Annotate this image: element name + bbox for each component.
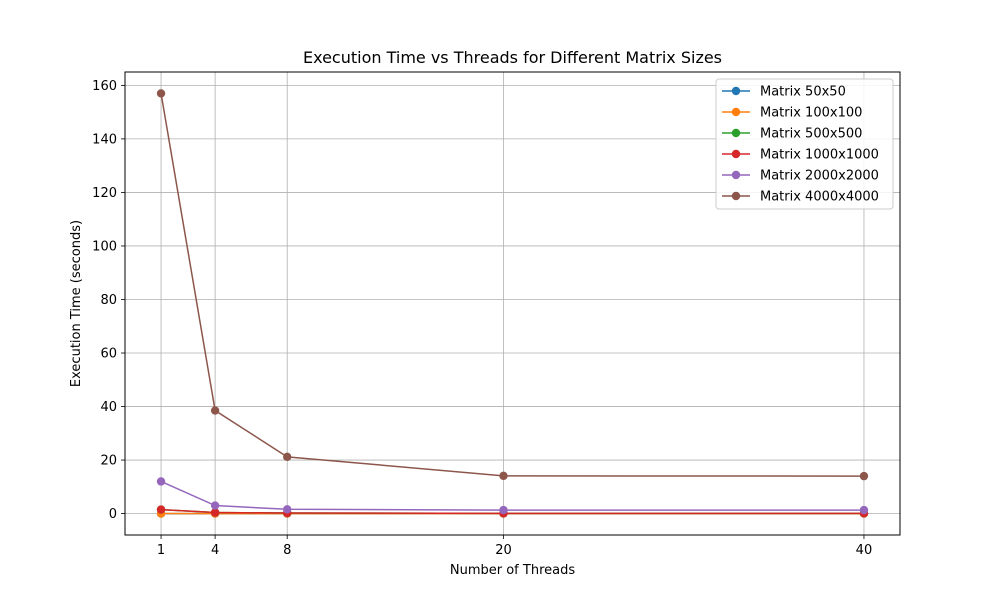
y-tick-label: 100 [92, 239, 117, 254]
x-tick-label: 1 [157, 543, 165, 558]
data-point [156, 89, 166, 98]
legend-item: Matrix 1000x1000 [722, 148, 879, 163]
data-point [283, 505, 292, 514]
y-tick-label: 0 [109, 507, 117, 522]
legend-label: Matrix 100x100 [760, 106, 862, 121]
data-point [859, 471, 869, 481]
series-3 [156, 505, 869, 518]
legend-label: Matrix 500x500 [760, 127, 862, 142]
x-tick-label: 4 [211, 543, 219, 558]
series-line [160, 480, 864, 511]
legend-label: Matrix 1000x1000 [760, 148, 879, 163]
legend-label: Matrix 4000x4000 [760, 190, 879, 205]
data-point [210, 508, 220, 517]
series-2 [156, 505, 869, 518]
data-point [283, 452, 292, 462]
y-tick-label: 160 [92, 79, 117, 94]
legend-label: Matrix 50x50 [760, 85, 846, 100]
data-point [499, 471, 508, 481]
legend-item: Matrix 50x50 [722, 85, 846, 100]
legend-item: Matrix 4000x4000 [722, 190, 879, 205]
legend-marker [731, 107, 741, 117]
y-tick-label: 60 [100, 347, 117, 362]
x-tick-label: 20 [495, 543, 512, 558]
data-point [210, 501, 220, 510]
legend-marker [731, 149, 741, 159]
plot-frame [124, 71, 901, 536]
y-axis-label: Execution Time (seconds) [69, 220, 84, 387]
legend-box [715, 78, 894, 210]
series-lines [156, 89, 869, 518]
legend: Matrix 50x50 Matrix 100x100 Matrix 500x500… [715, 78, 894, 210]
legend-label: Matrix 2000x2000 [760, 169, 879, 184]
x-tick-label: 40 [856, 543, 873, 558]
data-point [210, 406, 220, 415]
legend-item: Matrix 500x500 [722, 127, 862, 142]
legend-marker [731, 86, 741, 96]
legend-marker [731, 128, 741, 138]
series-5 [156, 89, 869, 481]
data-point [156, 477, 166, 486]
axis-ticks: 1 4 8 20 40 0 20 40 60 80 100 120 140 160 [92, 79, 872, 558]
data-point [499, 505, 508, 515]
y-tick-label: 20 [100, 454, 117, 469]
legend-item: Matrix 2000x2000 [722, 169, 879, 184]
y-tick-label: 140 [92, 132, 117, 147]
legend-item: Matrix 100x100 [722, 106, 862, 121]
series-4 [156, 477, 869, 515]
data-point [156, 505, 166, 514]
y-tick-label: 40 [100, 400, 117, 415]
x-axis-label: Number of Threads [450, 563, 575, 578]
chart-title: Execution Time vs Threads for Different … [303, 48, 722, 67]
y-tick-label: 120 [92, 186, 117, 201]
data-point [859, 505, 869, 515]
legend-marker [731, 170, 741, 180]
legend-marker [731, 191, 741, 201]
x-tick-label: 8 [283, 543, 291, 558]
y-tick-label: 80 [100, 293, 117, 308]
